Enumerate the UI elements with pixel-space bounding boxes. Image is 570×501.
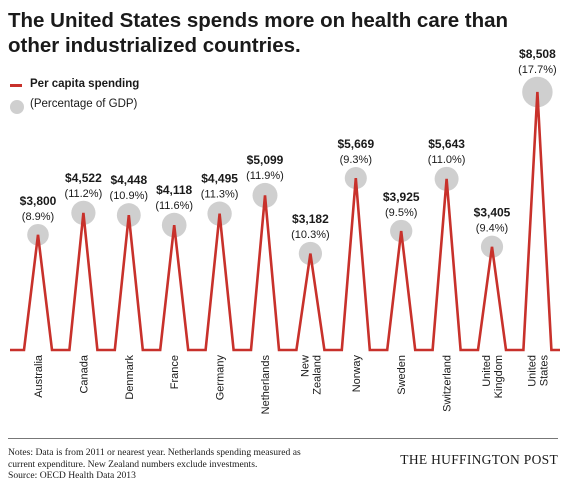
value-label: $3,405: [474, 206, 511, 220]
category-label: Canada: [78, 354, 90, 393]
value-label: $5,643: [428, 137, 465, 151]
value-label: $4,522: [65, 171, 102, 185]
category-label: Germany: [215, 355, 227, 401]
value-label: $4,448: [110, 173, 147, 187]
category-label-line: Netherlands: [260, 355, 272, 415]
gdp-label: (17.7%): [518, 64, 557, 76]
gdp-label: (9.4%): [476, 223, 508, 235]
gdp-label: (10.9%): [110, 190, 149, 202]
category-label-line: Sweden: [396, 355, 408, 395]
category-label-line: France: [169, 355, 181, 389]
gdp-label: (11.2%): [65, 188, 103, 200]
legend-label-spending: Per capita spending: [30, 78, 140, 90]
value-label: $4,118: [156, 183, 192, 197]
category-label: Australia: [33, 354, 45, 398]
title-line-1: The United States spends more on health …: [8, 9, 509, 32]
category-label-line: United: [526, 355, 538, 387]
gdp-label: (11.9%): [246, 170, 284, 182]
gdp-label: (11.0%): [428, 154, 466, 166]
gdp-label: (9.5%): [385, 207, 417, 219]
category-label-line: Norway: [351, 355, 363, 393]
value-label: $3,925: [383, 190, 420, 204]
value-label: $5,099: [247, 153, 284, 167]
legend-bubble-swatch: [10, 100, 24, 114]
category-label: Netherlands: [260, 355, 272, 415]
category-label-line: Kingdom: [493, 355, 505, 398]
brand-wordmark: THE HUFFINGTON POST: [400, 452, 558, 467]
category-label: New Zealand: [299, 355, 323, 395]
legend-label-gdp: (Percentage of GDP): [30, 98, 138, 110]
category-label: Denmark: [124, 355, 136, 400]
category-label-line: Zealand: [311, 355, 323, 395]
chart-notes: Notes: Data is from 2011 or nearest year…: [8, 447, 378, 482]
gdp-label: (8.9%): [22, 211, 54, 223]
category-label-line: Canada: [78, 354, 90, 393]
category-label-line: United: [481, 355, 493, 387]
category-label: Norway: [351, 355, 363, 393]
title-line-2: other industrialized countries.: [8, 34, 301, 57]
category-label-line: States: [538, 355, 550, 387]
footer-divider: [8, 438, 558, 439]
value-label: $5,669: [337, 137, 374, 151]
category-label-line: New: [299, 355, 311, 377]
gdp-label: (11.6%): [155, 200, 193, 212]
notes-line-2: current expenditure. New Zealand numbers…: [8, 458, 258, 470]
gdp-label: (9.3%): [340, 154, 372, 166]
category-label-line: Australia: [33, 354, 45, 398]
category-label-line: Switzerland: [442, 355, 454, 412]
category-label: France: [169, 355, 181, 389]
value-label: $3,182: [292, 212, 329, 226]
value-label: $4,495: [201, 172, 238, 186]
notes-line-1: Notes: Data is from 2011 or nearest year…: [8, 447, 301, 458]
chart-title: The United States spends more on health …: [8, 8, 528, 58]
category-label-line: Denmark: [124, 355, 136, 400]
notes-source: Source: OECD Health Data 2013: [8, 470, 136, 481]
category-label: Switzerland: [442, 355, 454, 412]
category-label: United Kingdom: [481, 355, 505, 398]
value-label: $8,508: [519, 47, 556, 61]
spending-line: [10, 91, 560, 352]
value-label: $3,800: [20, 194, 57, 208]
category-label: United States: [526, 355, 550, 387]
legend-line-swatch: [10, 84, 22, 87]
gdp-label: (11.3%): [201, 189, 239, 201]
gdp-label: (10.3%): [291, 229, 330, 241]
category-label: Sweden: [396, 355, 408, 395]
category-label-line: Germany: [215, 355, 227, 401]
chart-plot: $3,800 (8.9%) $4,522 (11.2%) $4,448 (10.9%) $4…: [10, 47, 560, 415]
